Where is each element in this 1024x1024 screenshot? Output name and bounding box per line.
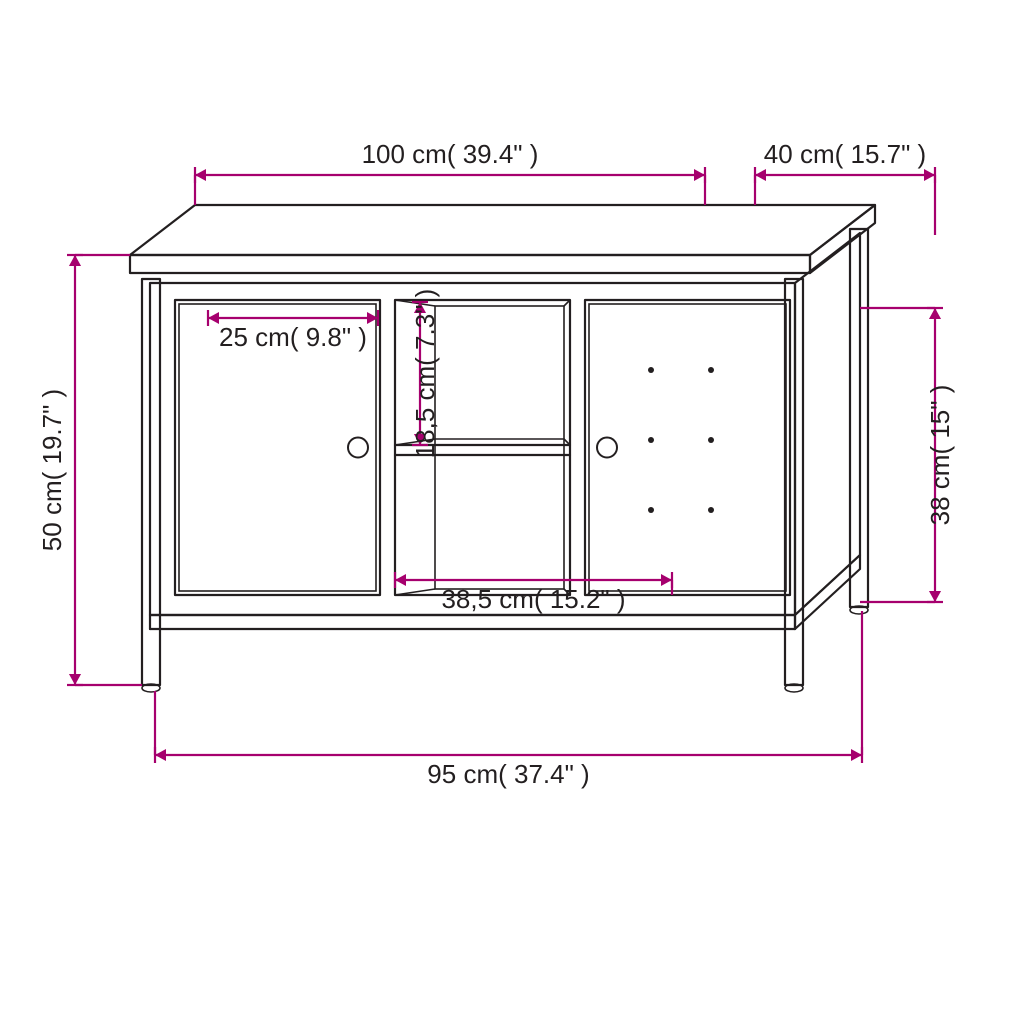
dimension-label: 100 cm( 39.4" ) — [362, 139, 539, 169]
dimension-label: 40 cm( 15.7" ) — [764, 139, 926, 169]
furniture-diagram: 100 cm( 39.4" ) 40 cm( 15.7" ) 50 cm( 19.7… — [0, 0, 1024, 1024]
dimension-label: 50 cm( 19.7" ) — [37, 389, 67, 551]
dimension-label: 38,5 cm( 15.2" ) — [441, 584, 625, 614]
dimension-label: 18,5 cm( 7.3" ) — [410, 289, 440, 459]
dimension-label: 25 cm( 9.8" ) — [219, 322, 367, 352]
dimension-label: 38 cm( 15" ) — [925, 385, 955, 526]
dimension-label: 95 cm( 37.4" ) — [427, 759, 589, 789]
